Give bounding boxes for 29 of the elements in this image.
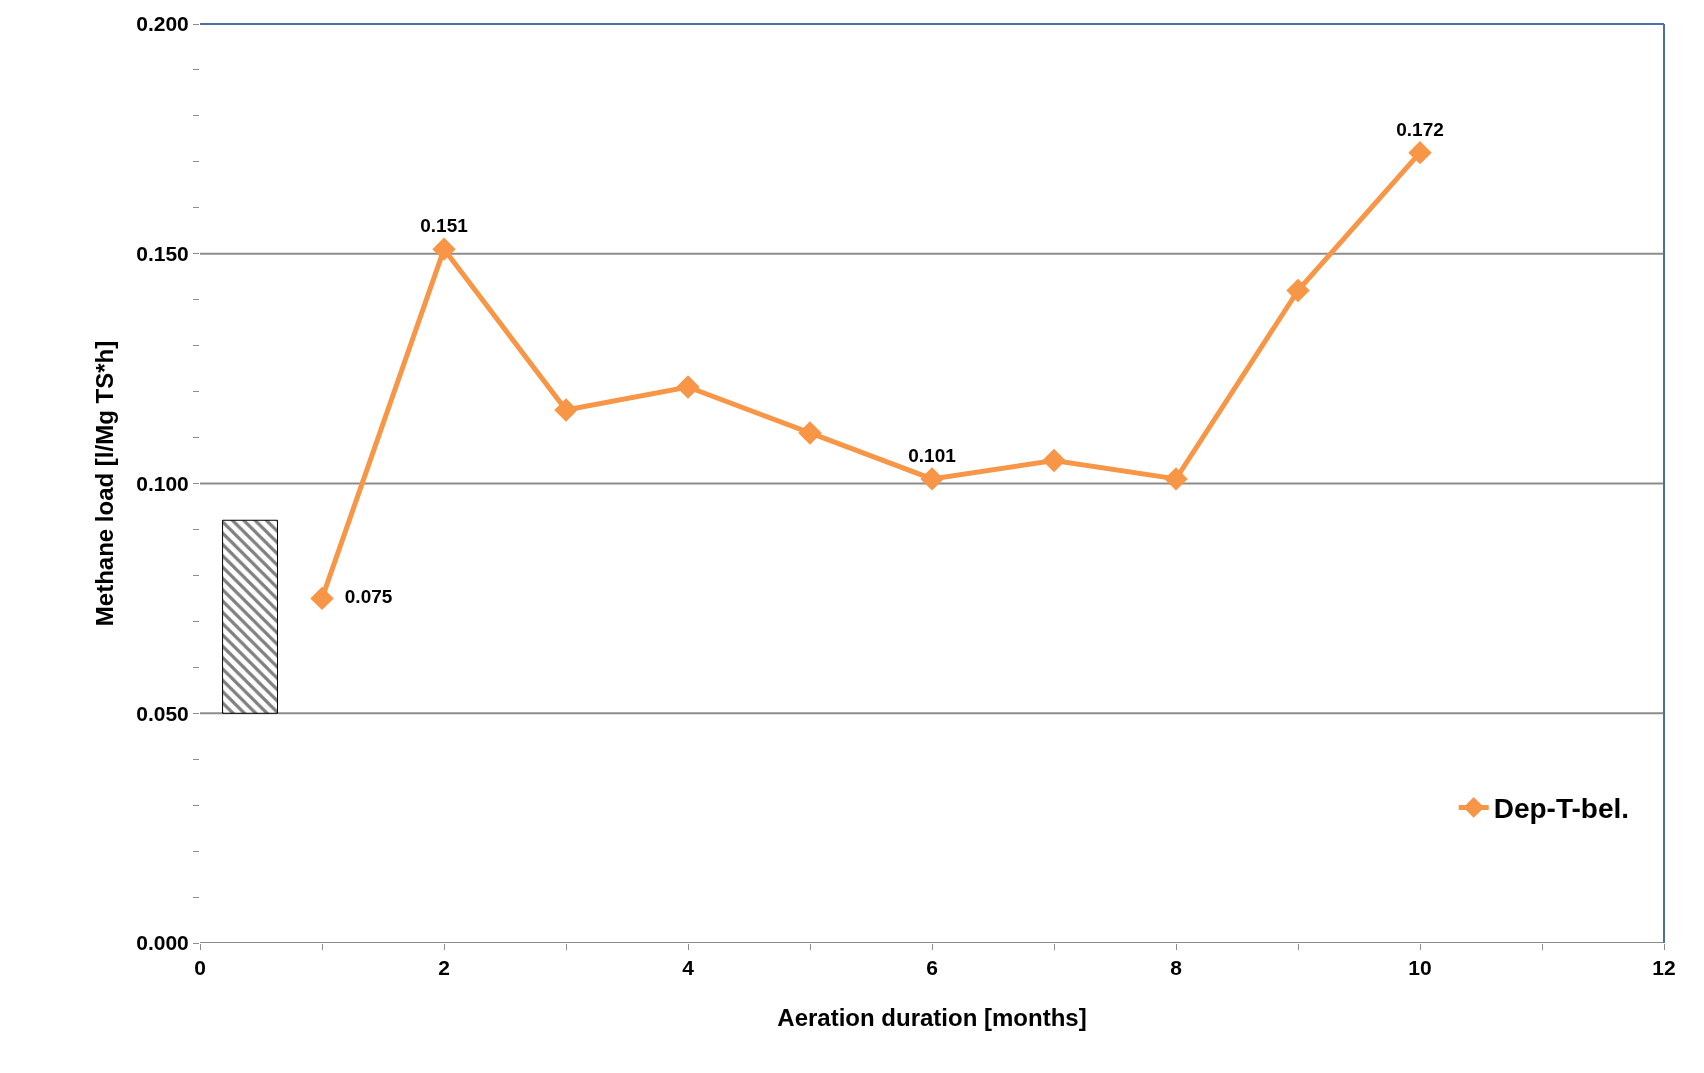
point — [1042, 448, 1066, 473]
point — [1408, 140, 1432, 165]
data-label: 0.151 — [420, 215, 469, 237]
x-tick-label: 12 — [1652, 956, 1676, 980]
point — [798, 421, 822, 445]
x-tick-label: 2 — [438, 956, 450, 980]
y-tick-label: 0.200 — [136, 12, 189, 36]
y-axis-title: Methane load [l/Mg TS*h] — [91, 340, 119, 627]
point — [310, 586, 334, 611]
point — [1286, 278, 1310, 303]
x-tick-label: 6 — [926, 956, 938, 980]
y-tick-label: 0.000 — [136, 931, 189, 955]
point — [676, 375, 700, 399]
x-tick-label: 0 — [194, 956, 206, 980]
y-tick-label: 0.050 — [136, 701, 189, 725]
data-label: 0.172 — [1396, 118, 1444, 140]
legend-label: Dep-T-bel. — [1493, 793, 1630, 825]
data-label: 0.075 — [334, 586, 393, 608]
x-tick-label: 10 — [1408, 956, 1432, 980]
y-tick-label: 0.100 — [136, 471, 189, 495]
x-tick-label: 8 — [1170, 956, 1183, 980]
y-tick-label: 0.150 — [136, 242, 189, 266]
point — [554, 398, 578, 422]
x-tick-label: 4 — [682, 956, 695, 980]
x-axis-title: Aeration duration [months] — [777, 1003, 1087, 1031]
data-label: 0.101 — [908, 444, 957, 466]
point — [1164, 467, 1188, 491]
point — [432, 237, 456, 261]
point — [920, 467, 944, 491]
